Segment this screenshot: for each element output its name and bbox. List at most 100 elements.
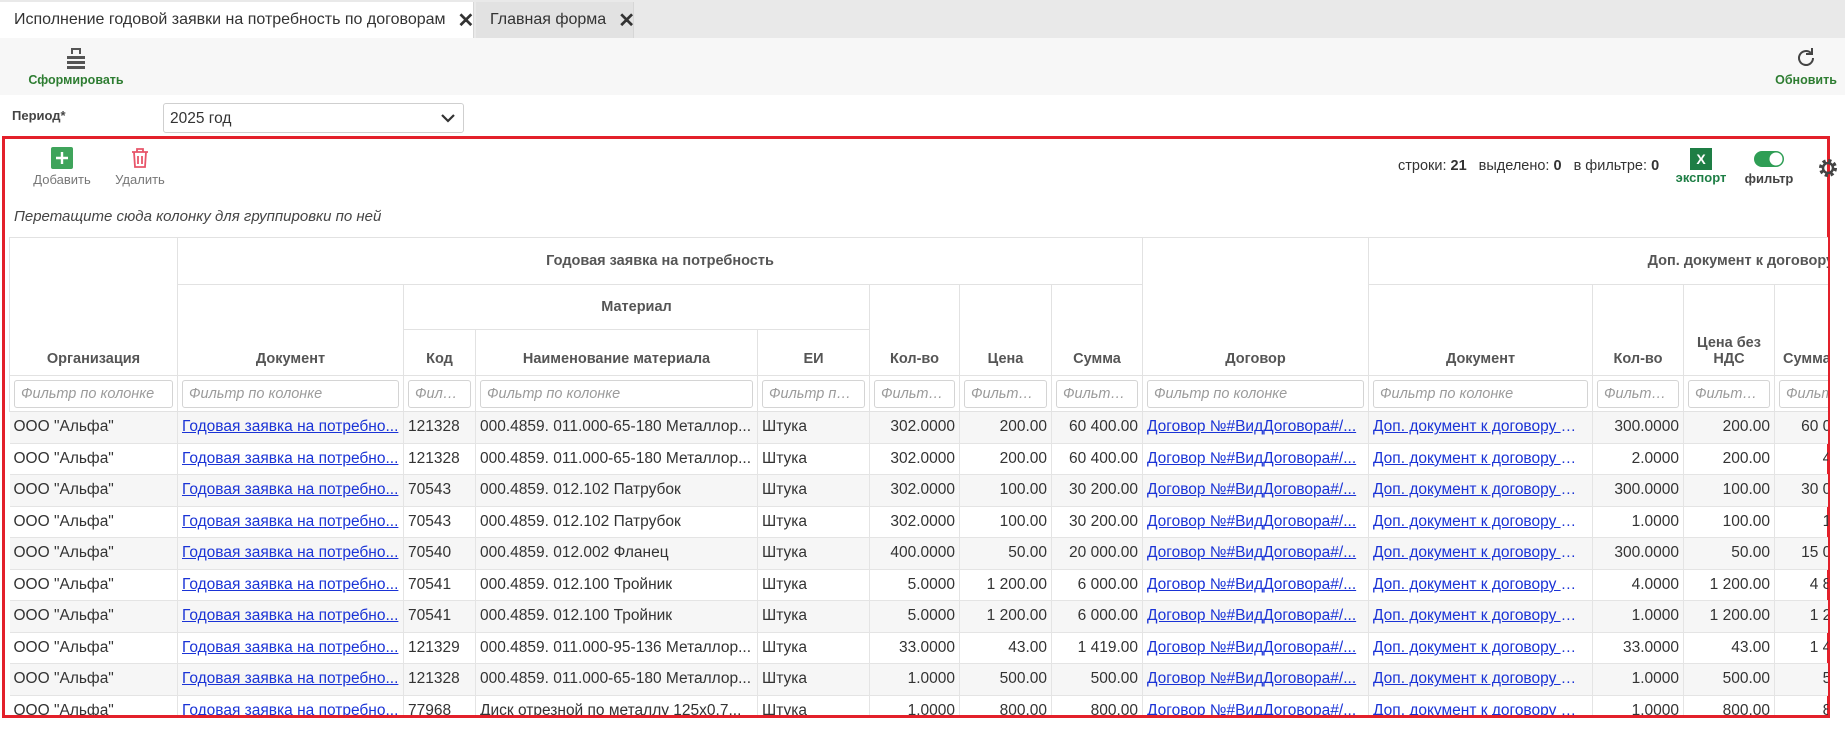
link-cell[interactable]: Договор №#ВидДоговора#/... bbox=[1142, 663, 1370, 696]
link-cell[interactable]: Годовая заявка на потребно... bbox=[177, 443, 404, 475]
link-cell[interactable]: Годовая заявка на потребно... bbox=[177, 695, 404, 715]
filter-input[interactable]: Фильтр по колонке bbox=[1779, 379, 1828, 408]
stat-label: строки: bbox=[1398, 158, 1447, 174]
link-cell[interactable]: Доп. документ к договору №... bbox=[1368, 537, 1594, 570]
cell: 1.0000 bbox=[1592, 663, 1685, 696]
filter-toggle[interactable]: фильтр bbox=[1740, 150, 1798, 186]
link-cell[interactable]: Доп. документ к договору №... bbox=[1368, 443, 1594, 475]
link-cell[interactable]: Годовая заявка на потребно... bbox=[177, 411, 404, 444]
data-row[interactable]: ООО "Альфа" Годовая заявка на потребно...… bbox=[9, 443, 1828, 475]
link-cell[interactable]: Доп. документ к договору №... bbox=[1368, 474, 1594, 507]
button-label: Обновить bbox=[1775, 73, 1837, 87]
link-cell[interactable]: Договор №#ВидДоговора#/... bbox=[1142, 569, 1370, 601]
refresh-button[interactable]: Обновить bbox=[1768, 46, 1844, 87]
period-value: 2025 год bbox=[170, 110, 232, 127]
filter-input[interactable]: Фильтр по колонке bbox=[964, 379, 1047, 408]
data-row[interactable]: ООО "Альфа" Годовая заявка на потребно...… bbox=[9, 600, 1828, 633]
data-row[interactable]: ООО "Альфа" Годовая заявка на потребно...… bbox=[9, 474, 1828, 507]
link-cell[interactable]: Доп. документ к договору №... bbox=[1368, 632, 1594, 664]
filter-cell: Фильтр по колонке bbox=[403, 375, 476, 412]
filter-input[interactable]: Фильтр по колонке bbox=[182, 379, 399, 408]
link-cell[interactable]: Доп. документ к договору №... bbox=[1368, 506, 1594, 538]
stat-value: 0 bbox=[1651, 158, 1660, 174]
cell: 70540 bbox=[403, 537, 476, 570]
data-row[interactable]: ООО "Альфа" Годовая заявка на потребно...… bbox=[9, 632, 1828, 664]
data-row[interactable]: ООО "Альфа" Годовая заявка на потребно...… bbox=[9, 506, 1828, 538]
cell: 300.0000 bbox=[1592, 411, 1685, 444]
stat: выделено: 0 bbox=[1479, 158, 1562, 174]
column-header[interactable]: ЕИ bbox=[757, 329, 870, 376]
period-select[interactable]: 2025 год bbox=[163, 103, 464, 133]
link-cell[interactable]: Доп. документ к договору №... bbox=[1368, 411, 1594, 444]
delete-button[interactable]: Удалить bbox=[108, 147, 172, 187]
link-cell[interactable]: Договор №#ВидДоговора#/... bbox=[1142, 443, 1370, 475]
filter-input[interactable]: Фильтр по колонке bbox=[1597, 379, 1680, 408]
link-cell[interactable]: Договор №#ВидДоговора#/... bbox=[1142, 506, 1370, 538]
link-cell[interactable]: Годовая заявка на потребно... bbox=[177, 600, 404, 633]
tab[interactable]: Главная форма ✕ bbox=[476, 2, 635, 38]
generate-button[interactable]: Сформировать bbox=[22, 46, 130, 87]
data-row[interactable]: ООО "Альфа" Годовая заявка на потребно...… bbox=[9, 537, 1828, 570]
column-header[interactable]: Организация bbox=[9, 237, 178, 376]
cell: 5.0000 bbox=[869, 600, 960, 633]
link-cell[interactable]: Годовая заявка на потребно... bbox=[177, 569, 404, 601]
column-header[interactable]: Цена без НДС bbox=[1683, 284, 1776, 376]
filter-input[interactable]: Фильтр по колонке bbox=[1373, 379, 1589, 408]
link-cell[interactable]: Доп. документ к договору №... bbox=[1368, 600, 1594, 633]
column-header[interactable]: Код bbox=[403, 329, 476, 376]
column-header[interactable]: Договор bbox=[1142, 237, 1370, 376]
cell: 302.0000 bbox=[869, 443, 960, 475]
header-row: Код Наименование материала ЕИ bbox=[10, 329, 1829, 376]
stat: в фильтре: 0 bbox=[1574, 158, 1660, 174]
filter-input[interactable]: Фильтр по колонке bbox=[1147, 379, 1365, 408]
cell: 6 000.00 bbox=[1051, 600, 1144, 633]
filter-input[interactable]: Фильтр по колонке bbox=[874, 379, 955, 408]
link-cell[interactable]: Договор №#ВидДоговора#/... bbox=[1142, 474, 1370, 507]
column-header[interactable]: Цена bbox=[959, 284, 1052, 376]
column-header[interactable]: Сумма НДС bbox=[1774, 284, 1828, 376]
filter-input[interactable]: Фильтр по колонке bbox=[762, 379, 865, 408]
close-icon[interactable]: ✕ bbox=[457, 9, 475, 32]
column-header[interactable]: Документ bbox=[1368, 284, 1594, 376]
link-cell[interactable]: Доп. документ к договору №... bbox=[1368, 569, 1594, 601]
link-cell[interactable]: Годовая заявка на потребно... bbox=[177, 506, 404, 538]
link-cell[interactable]: Доп. документ к договору №... bbox=[1368, 695, 1594, 715]
filter-input[interactable]: Фильтр по колонке bbox=[14, 379, 173, 408]
link-cell[interactable]: Договор №#ВидДоговора#/... bbox=[1142, 695, 1370, 715]
cell: ООО "Альфа" bbox=[9, 663, 178, 696]
data-row[interactable]: ООО "Альфа" Годовая заявка на потребно...… bbox=[9, 569, 1828, 601]
link-cell[interactable]: Годовая заявка на потребно... bbox=[177, 474, 404, 507]
link-cell[interactable]: Доп. документ к договору №... bbox=[1368, 663, 1594, 696]
data-row[interactable]: ООО "Альфа" Годовая заявка на потребно...… bbox=[9, 695, 1828, 715]
cell: 33.0000 bbox=[1592, 632, 1685, 664]
column-header[interactable]: Сумма bbox=[1050, 284, 1144, 376]
link-cell[interactable]: Договор №#ВидДоговора#/... bbox=[1142, 537, 1370, 570]
data-row[interactable]: ООО "Альфа" Годовая заявка на потребно...… bbox=[9, 663, 1828, 696]
column-header[interactable]: Кол-во bbox=[869, 284, 960, 376]
column-header[interactable]: Кол-во bbox=[1592, 284, 1685, 376]
cell: 200.00 bbox=[1683, 443, 1776, 475]
link-cell[interactable]: Годовая заявка на потребно... bbox=[177, 663, 404, 696]
filter-cell: Фильтр по колонке bbox=[757, 375, 870, 412]
filter-input[interactable]: Фильтр по колонке bbox=[408, 379, 471, 408]
cell: 15 000.00 bbox=[1774, 537, 1828, 570]
link-cell[interactable]: Договор №#ВидДоговора#/... bbox=[1142, 411, 1370, 444]
link-cell[interactable]: Договор №#ВидДоговора#/... bbox=[1142, 600, 1370, 633]
link-cell[interactable]: Годовая заявка на потребно... bbox=[177, 537, 404, 570]
data-row[interactable]: ООО "Альфа" Годовая заявка на потребно...… bbox=[9, 411, 1828, 444]
filter-input[interactable]: Фильтр по колонке bbox=[1688, 379, 1771, 408]
close-icon[interactable]: ✕ bbox=[618, 9, 635, 32]
filter-input[interactable]: Фильтр по колонке bbox=[1056, 379, 1139, 408]
link-cell[interactable]: Годовая заявка на потребно... bbox=[177, 632, 404, 664]
add-button[interactable]: Добавить bbox=[28, 147, 96, 187]
column-header[interactable]: Документ bbox=[177, 284, 404, 376]
export-button[interactable]: X экспорт bbox=[1670, 148, 1732, 185]
cell: 100.00 bbox=[1683, 474, 1776, 507]
column-header[interactable]: Наименование материала bbox=[475, 329, 758, 376]
cell: 70543 bbox=[403, 506, 476, 538]
settings-icon[interactable] bbox=[1816, 156, 1840, 180]
link-cell[interactable]: Договор №#ВидДоговора#/... bbox=[1142, 632, 1370, 664]
filter-input[interactable]: Фильтр по колонке bbox=[480, 379, 753, 408]
tab[interactable]: Исполнение годовой заявки на потребность… bbox=[0, 2, 474, 38]
